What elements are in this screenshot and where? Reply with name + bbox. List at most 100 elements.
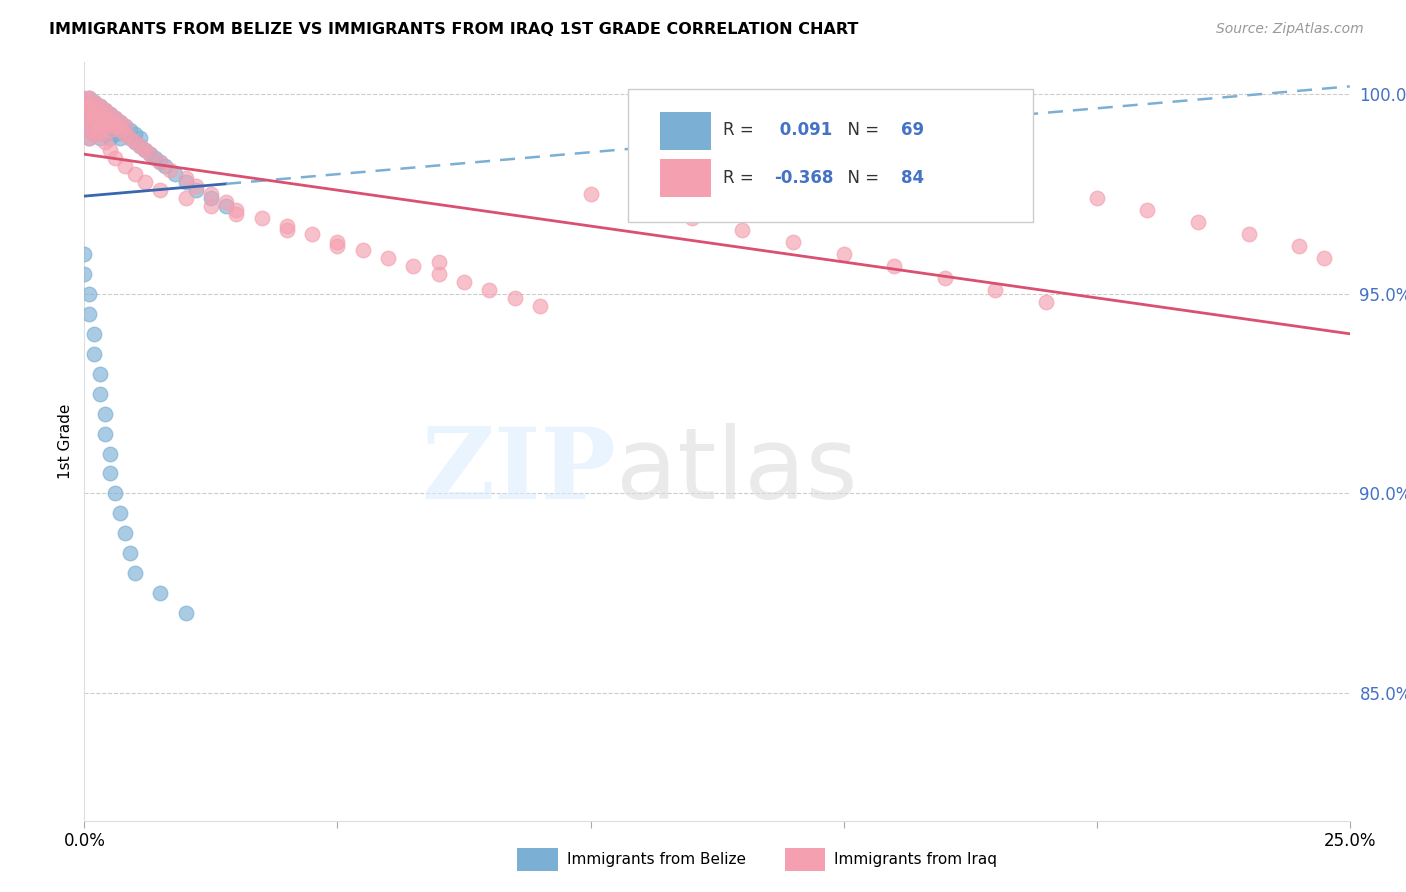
Point: [124, 167, 146, 181]
Point: [427, 255, 450, 269]
FancyBboxPatch shape: [628, 89, 1033, 221]
Point: [79, 123, 101, 137]
Point: [108, 123, 131, 137]
Point: [93, 112, 115, 126]
Point: [83, 347, 105, 361]
Point: [326, 235, 349, 249]
Text: Source: ZipAtlas.com: Source: ZipAtlas.com: [1216, 22, 1364, 37]
Point: [93, 103, 115, 118]
Point: [73, 107, 96, 121]
Point: [83, 120, 105, 134]
Point: [165, 167, 187, 181]
Point: [89, 107, 111, 121]
Point: [79, 123, 101, 137]
Point: [89, 115, 111, 129]
Point: [118, 546, 141, 560]
Point: [93, 407, 115, 421]
Point: [93, 128, 115, 142]
Point: [98, 123, 121, 137]
Text: Immigrants from Iraq: Immigrants from Iraq: [834, 853, 997, 867]
Point: [108, 115, 131, 129]
Point: [155, 159, 177, 173]
Point: [79, 107, 101, 121]
Point: [83, 103, 105, 118]
Point: [1288, 239, 1310, 253]
Point: [149, 155, 172, 169]
Point: [200, 187, 222, 202]
Point: [98, 115, 121, 129]
Point: [114, 128, 136, 142]
Text: 69: 69: [901, 121, 924, 139]
Point: [89, 128, 111, 142]
Point: [83, 128, 105, 142]
Point: [79, 307, 101, 321]
Point: [118, 123, 141, 137]
Point: [427, 267, 450, 281]
Point: [98, 107, 121, 121]
Point: [782, 235, 804, 249]
Point: [503, 291, 526, 305]
Point: [79, 91, 101, 105]
Point: [174, 606, 197, 620]
Point: [83, 120, 105, 134]
Point: [83, 112, 105, 126]
Point: [402, 259, 425, 273]
Point: [731, 223, 754, 237]
Point: [579, 187, 602, 202]
Point: [883, 259, 905, 273]
Point: [301, 227, 323, 241]
Point: [984, 283, 1007, 297]
Point: [184, 183, 207, 197]
Point: [215, 195, 238, 210]
Point: [139, 147, 162, 161]
Point: [79, 131, 101, 145]
Text: atlas: atlas: [616, 424, 858, 520]
Text: N =: N =: [838, 121, 884, 139]
Text: Immigrants from Belize: Immigrants from Belize: [567, 853, 745, 867]
Point: [93, 120, 115, 134]
Point: [276, 219, 298, 233]
Point: [377, 251, 399, 265]
Point: [108, 507, 131, 521]
Text: R =: R =: [724, 121, 759, 139]
Point: [630, 199, 652, 213]
Point: [681, 211, 703, 225]
Point: [174, 175, 197, 189]
Point: [104, 120, 127, 134]
Text: -0.368: -0.368: [775, 169, 834, 186]
Point: [326, 239, 349, 253]
Point: [104, 120, 127, 134]
Point: [79, 115, 101, 129]
Text: 0.091: 0.091: [775, 121, 832, 139]
Text: IMMIGRANTS FROM BELIZE VS IMMIGRANTS FROM IRAQ 1ST GRADE CORRELATION CHART: IMMIGRANTS FROM BELIZE VS IMMIGRANTS FRO…: [49, 22, 859, 37]
Point: [89, 386, 111, 401]
Point: [149, 155, 172, 169]
Point: [1237, 227, 1260, 241]
Point: [73, 91, 96, 105]
Point: [79, 99, 101, 113]
Point: [104, 151, 127, 165]
Point: [79, 91, 101, 105]
Point: [200, 199, 222, 213]
Point: [352, 243, 374, 257]
Point: [89, 367, 111, 381]
Point: [215, 199, 238, 213]
Point: [174, 171, 197, 186]
Point: [79, 115, 101, 129]
Point: [114, 120, 136, 134]
Point: [149, 183, 172, 197]
Point: [108, 131, 131, 145]
Point: [114, 526, 136, 541]
Point: [108, 115, 131, 129]
Point: [98, 131, 121, 145]
Point: [1035, 294, 1057, 309]
Point: [79, 99, 101, 113]
Point: [89, 123, 111, 137]
Point: [89, 107, 111, 121]
Point: [124, 135, 146, 149]
Point: [225, 207, 247, 221]
Point: [93, 135, 115, 149]
Point: [832, 247, 855, 261]
Point: [129, 139, 152, 153]
Point: [79, 286, 101, 301]
